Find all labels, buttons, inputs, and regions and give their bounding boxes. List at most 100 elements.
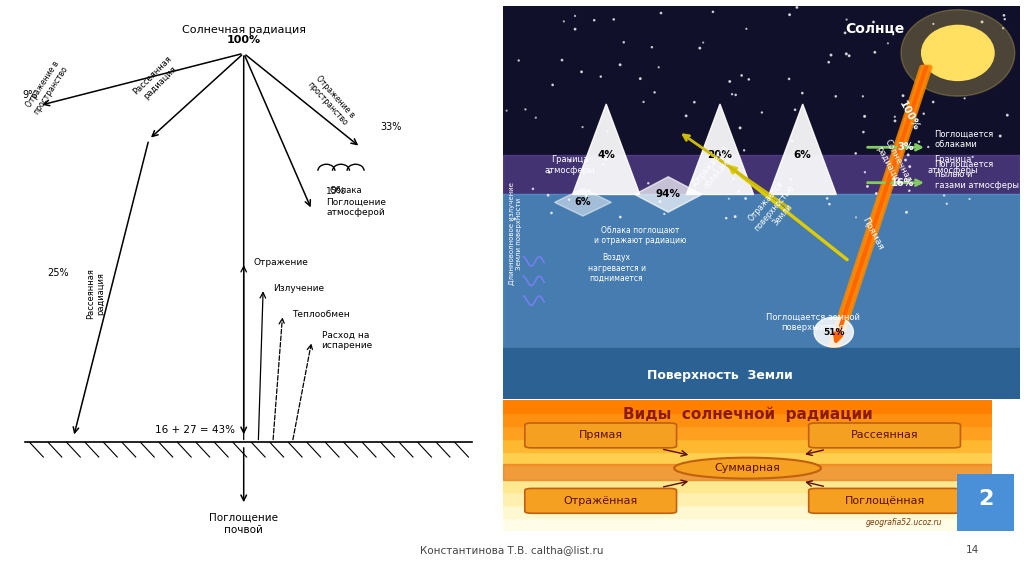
Text: Прямая: Прямая [579, 430, 623, 440]
Point [821, 200, 838, 209]
Text: Прямая: Прямая [860, 216, 885, 252]
Point [856, 112, 872, 121]
FancyBboxPatch shape [809, 423, 961, 448]
Point [938, 44, 954, 53]
Point [962, 195, 978, 204]
Point [740, 75, 757, 84]
Text: 51%: 51% [823, 328, 845, 336]
Point [897, 115, 913, 124]
Point [517, 105, 534, 114]
Text: Облака поглощают
и отражают радиацию: Облака поглощают и отражают радиацию [594, 226, 686, 245]
Text: Граница
атмосферы: Граница атмосферы [545, 156, 595, 174]
Text: Рассеянная
радиация: Рассеянная радиация [86, 268, 105, 319]
Point [868, 189, 885, 198]
Text: Виды  солнечной  радиации: Виды солнечной радиации [623, 406, 872, 422]
Point [781, 10, 798, 20]
Point [841, 51, 857, 60]
Point [898, 208, 914, 217]
Text: 3%: 3% [897, 142, 913, 152]
Text: geografia52.ucoz.ru: geografia52.ucoz.ru [866, 518, 942, 527]
Text: 15%
Поглощение
атмосферой: 15% Поглощение атмосферой [327, 187, 386, 217]
Text: Отражение в
пространство: Отражение в пространство [24, 59, 70, 116]
Text: Отражение в
пространство: Отражение в пространство [305, 73, 357, 127]
Point [598, 154, 614, 164]
Bar [503, 505, 992, 518]
Point [727, 212, 743, 221]
Bar [503, 195, 1020, 399]
Point [857, 168, 873, 177]
Text: Излучение: Излучение [272, 284, 324, 293]
Point [644, 42, 660, 52]
Text: 6%: 6% [574, 197, 591, 207]
Point [915, 109, 932, 118]
Text: Поглощение
почвой: Поглощение почвой [209, 513, 279, 534]
Point [732, 123, 749, 133]
Point [578, 191, 594, 200]
Text: Константинова Т.В. caltha@list.ru: Константинова Т.В. caltha@list.ru [420, 545, 604, 555]
Point [686, 98, 702, 107]
Point [705, 7, 721, 17]
Point [819, 194, 836, 203]
Bar [503, 518, 992, 531]
Text: Рассеянная
радиация: Рассеянная радиация [131, 55, 181, 104]
Point [895, 91, 911, 100]
Point [920, 142, 936, 152]
Text: Отражённая: Отражённая [563, 496, 638, 506]
Point [678, 111, 694, 121]
Polygon shape [769, 104, 837, 195]
Point [725, 174, 741, 183]
Point [781, 74, 798, 83]
Text: Теплообмен: Теплообмен [293, 310, 350, 319]
Point [900, 150, 916, 160]
Point [574, 122, 591, 131]
Text: Граница
атмосферы: Граница атмосферы [928, 156, 978, 174]
Point [612, 60, 629, 69]
Text: Поверхность  Земли: Поверхность Земли [647, 369, 793, 382]
Circle shape [922, 25, 994, 80]
Bar [503, 348, 1020, 399]
Point [855, 127, 871, 137]
Point [837, 28, 853, 37]
Circle shape [901, 10, 1015, 96]
Point [586, 15, 602, 25]
Point [788, 3, 805, 12]
Polygon shape [572, 104, 640, 195]
Point [901, 186, 918, 195]
Point [632, 74, 648, 83]
Bar [503, 439, 992, 452]
Point [992, 131, 1009, 141]
Point [651, 197, 668, 206]
Point [561, 195, 578, 204]
Point [880, 38, 896, 48]
Bar [503, 464, 992, 480]
Bar [503, 426, 992, 439]
Bar [503, 466, 992, 479]
Point [865, 17, 882, 26]
Point [995, 24, 1012, 33]
Point [706, 165, 722, 174]
Point [540, 191, 556, 200]
Point [910, 137, 927, 146]
Point [562, 157, 579, 166]
Point [573, 67, 590, 76]
Point [646, 88, 663, 97]
Point [890, 149, 906, 158]
Point [640, 179, 656, 188]
Text: Солнечная радиация: Солнечная радиация [181, 25, 306, 34]
Point [897, 156, 913, 165]
Point [736, 146, 753, 155]
Point [612, 212, 629, 222]
Point [556, 17, 572, 26]
Point [653, 9, 670, 18]
FancyBboxPatch shape [953, 470, 1017, 533]
Bar [503, 155, 1020, 195]
Point [936, 191, 952, 200]
Point [855, 92, 871, 101]
Point [691, 44, 708, 53]
Text: Поглощается земной
поверхностью: Поглощается земной поверхностью [766, 312, 860, 332]
Text: Суммарная: Суммарная [715, 463, 780, 473]
Text: 4%: 4% [597, 150, 615, 160]
Text: Отражение: Отражение [254, 258, 308, 267]
Point [727, 90, 743, 99]
Text: Отражается
поверхностью
Земли: Отражается поверхностью Земли [744, 177, 804, 240]
